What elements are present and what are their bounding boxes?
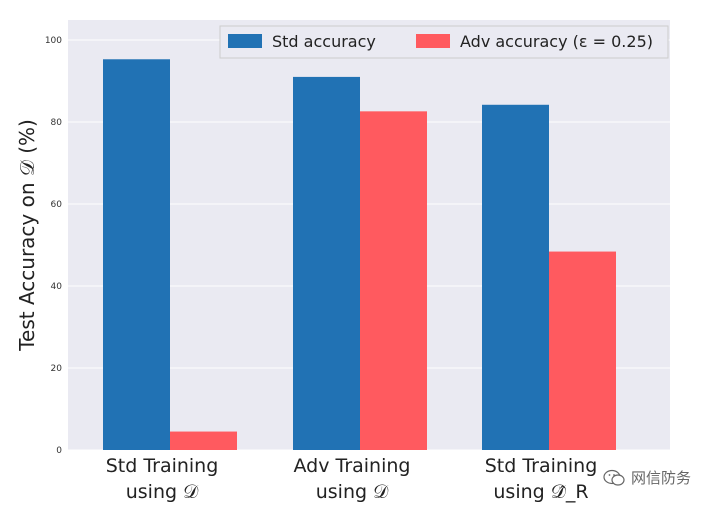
legend-swatch [416, 34, 450, 48]
bar [549, 251, 616, 450]
bars [103, 59, 616, 451]
y-tick-labels: 0 20 40 60 80 100 [45, 36, 62, 456]
x-tick-label: using 𝒟 [316, 481, 389, 503]
y-tick-label: 0 [56, 446, 62, 456]
bar [293, 76, 360, 451]
legend: Std accuracy Adv accuracy (ε = 0.25) [219, 25, 669, 59]
bar [360, 111, 427, 450]
watermark-text: 网信防务 [630, 469, 691, 487]
y-tick-label: 20 [51, 364, 63, 374]
bar [170, 431, 237, 450]
x-tick-label: Std Training [106, 455, 219, 477]
legend-swatch [228, 34, 262, 48]
x-tick-label: Std Training [485, 455, 598, 477]
x-tick-label: using 𝒟̂_R [493, 481, 588, 503]
legend-label: Std accuracy [272, 32, 376, 51]
x-category-labels: Std Training using 𝒟 Adv Training using 𝒟 St… [106, 455, 598, 503]
legend-label: Adv accuracy (ε = 0.25) [460, 32, 653, 51]
y-tick-label: 80 [51, 118, 63, 128]
x-tick-label: Adv Training [294, 455, 411, 477]
bar [103, 59, 170, 451]
y-tick-label: 100 [45, 36, 62, 46]
wechat-icon [603, 469, 625, 486]
bar [482, 104, 549, 450]
y-tick-label: 40 [51, 282, 63, 292]
y-tick-label: 60 [51, 200, 63, 210]
watermark: 网信防务 [603, 467, 691, 488]
x-tick-label: using 𝒟 [126, 481, 199, 503]
y-axis-label: Test Accuracy on 𝒟 (%) [15, 119, 39, 352]
